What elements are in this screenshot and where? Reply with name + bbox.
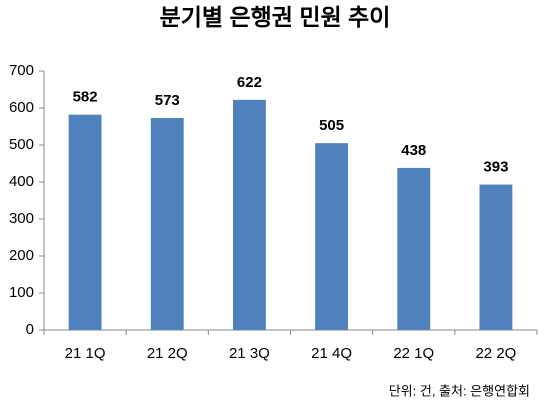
y-tick-label: 600 [9,99,34,116]
bar [68,114,102,330]
value-label: 582 [73,89,98,106]
x-tick-label: 22 2Q [475,345,516,362]
y-tick-label: 500 [9,136,34,153]
source-note: 단위: 건, 출처: 은행연합회 [389,383,530,398]
y-tick-label: 100 [9,284,34,301]
value-label: 438 [401,142,426,159]
value-label: 622 [237,74,262,91]
bar [315,143,349,330]
x-tick-label: 21 1Q [65,345,106,362]
bar [479,184,513,330]
x-tick-label: 21 4Q [311,345,352,362]
y-tick-label: 700 [9,62,34,79]
y-tick-label: 300 [9,210,34,227]
y-tick-label: 200 [9,247,34,264]
bar [150,117,184,331]
y-tick-label: 0 [26,321,34,338]
x-tick-label: 22 1Q [393,345,434,362]
x-tick-label: 21 2Q [147,345,188,362]
x-tick-label: 21 3Q [229,345,270,362]
y-tick-label: 400 [9,173,34,190]
chart-title: 분기별 은행권 민원 추이 [160,4,391,30]
value-label: 573 [155,92,180,109]
value-label: 505 [319,117,344,134]
bar [232,99,266,330]
value-label: 393 [483,159,508,176]
bar [397,167,431,330]
